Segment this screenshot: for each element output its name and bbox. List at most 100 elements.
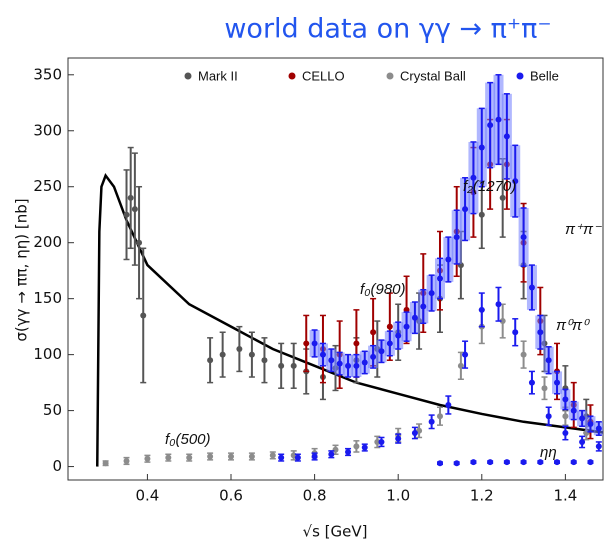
point (604, 459, 610, 465)
point (541, 385, 548, 392)
plot-area (96, 74, 610, 467)
y-axis-label: σ(γγ → ππ, ηη) [nb] (13, 198, 31, 341)
point (345, 362, 352, 369)
point (386, 340, 393, 347)
point (487, 122, 494, 129)
y-tick-label: 300 (33, 121, 62, 139)
point (595, 425, 602, 432)
point (512, 178, 519, 185)
annotation: ηη (540, 444, 557, 461)
point (127, 194, 134, 201)
point (537, 459, 544, 466)
x-tick-label: 1.2 (470, 487, 494, 505)
point (261, 357, 268, 364)
point (453, 234, 460, 241)
point (269, 452, 276, 459)
y-tick-label: 50 (43, 401, 62, 419)
point (123, 457, 130, 464)
point (328, 357, 335, 364)
point (445, 256, 452, 263)
x-tick-label: 1.0 (386, 487, 410, 505)
point (528, 284, 535, 291)
point (495, 116, 502, 123)
y-tick-label: 200 (33, 233, 62, 251)
y-tick-label: 0 (52, 457, 62, 475)
plot-frame (67, 57, 604, 481)
point (436, 413, 443, 420)
x-tick-label: 1.4 (553, 487, 577, 505)
point (562, 413, 569, 420)
point (579, 438, 586, 445)
legend-label: Mark II (198, 68, 238, 83)
point (537, 329, 544, 336)
point (186, 454, 193, 461)
point (562, 396, 569, 403)
point (503, 459, 510, 466)
point (332, 446, 339, 453)
point (403, 323, 410, 330)
point (290, 362, 297, 369)
point (353, 443, 360, 450)
theory-curve (96, 172, 603, 467)
x-tick-label: 0.8 (303, 487, 327, 505)
point (207, 357, 214, 364)
point (478, 144, 485, 151)
annotation: f₀(980) (360, 281, 406, 298)
point (395, 332, 402, 339)
point (311, 340, 318, 347)
point (140, 312, 147, 319)
point (131, 206, 138, 213)
point (445, 402, 452, 409)
point (248, 453, 255, 460)
point (278, 454, 285, 461)
point (587, 421, 594, 428)
point (353, 362, 360, 369)
y-tick-label: 100 (33, 345, 62, 363)
annotation: π⁰π⁰ (556, 317, 590, 334)
point (319, 351, 326, 358)
point (570, 407, 577, 414)
point (554, 459, 561, 466)
point (512, 329, 519, 336)
point (436, 460, 443, 467)
point (453, 460, 460, 467)
point (361, 444, 368, 451)
legend-marker (386, 72, 394, 80)
point (136, 239, 143, 246)
point (102, 460, 109, 467)
point (219, 351, 226, 358)
point (503, 133, 510, 140)
point (361, 359, 368, 366)
point (545, 357, 552, 364)
point (374, 438, 381, 445)
point (123, 211, 130, 218)
point (328, 451, 335, 458)
point (528, 379, 535, 386)
point (303, 340, 310, 347)
point (395, 435, 402, 442)
point (353, 340, 360, 347)
legend-label: Belle (530, 68, 559, 83)
x-axis-label: √s [GeV] (303, 523, 368, 541)
point (311, 453, 318, 460)
point (236, 346, 243, 353)
y-tick-label: 250 (33, 177, 62, 195)
point (462, 351, 469, 358)
point (545, 413, 552, 420)
point (336, 360, 343, 367)
point (595, 443, 602, 450)
annotation: π⁺π⁻ (565, 221, 602, 238)
point (499, 194, 506, 201)
point (570, 459, 577, 466)
point (470, 459, 477, 466)
point (144, 455, 151, 462)
point (428, 418, 435, 425)
annotation: f₀(500) (165, 431, 211, 448)
point (378, 438, 385, 445)
point (436, 275, 443, 282)
legend-marker (516, 72, 524, 80)
annotation: f₂(1270) (463, 178, 516, 195)
x-tick-label: 0.6 (219, 487, 243, 505)
